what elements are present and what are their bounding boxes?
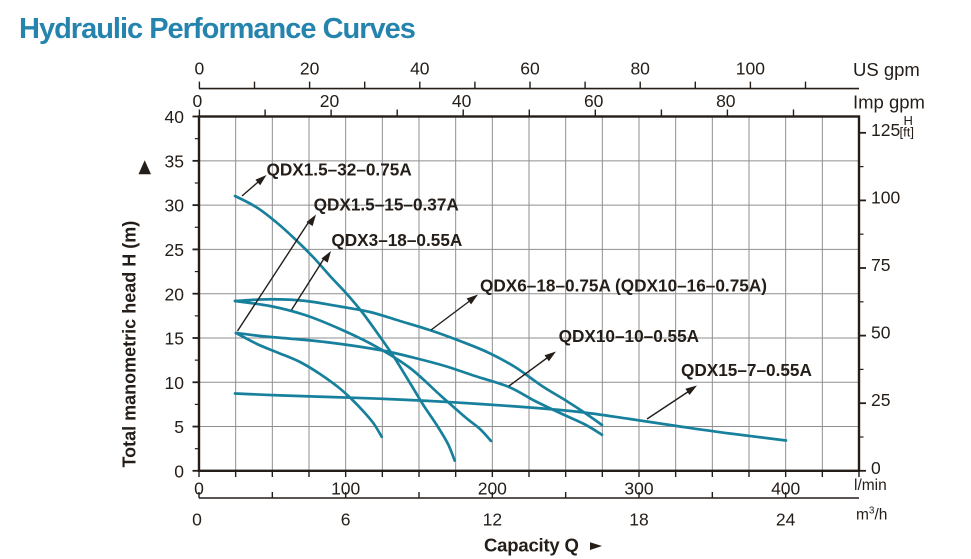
svg-text:40: 40 [410,59,430,79]
svg-text:Hydraulic Performance Curves: Hydraulic Performance Curves [19,13,415,45]
svg-text:m3/h: m3/h [856,506,887,524]
svg-text:300: 300 [624,478,653,498]
svg-text:200: 200 [478,478,507,498]
svg-text:35: 35 [165,151,184,171]
svg-text:10: 10 [165,373,185,393]
svg-text:Total manometric head H (m): Total manometric head H (m) [120,221,140,468]
svg-text:20: 20 [165,284,185,304]
svg-text:125: 125 [871,120,900,140]
svg-text:0: 0 [193,91,203,111]
svg-text:0: 0 [192,510,202,530]
svg-text:100: 100 [331,478,360,498]
svg-text:l/min: l/min [854,477,887,494]
svg-text:US gpm: US gpm [853,59,920,80]
svg-text:80: 80 [630,59,650,79]
svg-text:QDX1.5–15–0.37A: QDX1.5–15–0.37A [314,195,459,215]
svg-text:100: 100 [736,59,765,79]
svg-text:25: 25 [871,390,890,410]
svg-text:QDX1.5–32–0.75A: QDX1.5–32–0.75A [267,160,412,180]
svg-text:0: 0 [194,478,204,498]
svg-text:20: 20 [320,91,340,111]
svg-text:Capacity Q: Capacity Q [484,534,579,555]
svg-text:40: 40 [452,91,472,111]
svg-text:0: 0 [174,461,184,481]
svg-text:0: 0 [195,59,205,79]
svg-text:100: 100 [871,187,900,207]
svg-text:6: 6 [341,510,351,530]
svg-text:30: 30 [165,196,185,216]
svg-text:80: 80 [716,91,736,111]
svg-text:Imp gpm: Imp gpm [853,92,925,113]
svg-text:40: 40 [165,107,185,127]
svg-text:24: 24 [776,510,796,530]
svg-text:60: 60 [584,91,604,111]
svg-text:20: 20 [300,59,320,79]
svg-text:60: 60 [520,59,540,79]
svg-text:12: 12 [483,510,502,530]
svg-text:[ft]: [ft] [900,125,914,140]
svg-text:QDX6–18–0.75A (QDX10–16–0.75A): QDX6–18–0.75A (QDX10–16–0.75A) [480,275,767,295]
svg-text:25: 25 [165,240,184,260]
svg-text:QDX15–7–0.55A: QDX15–7–0.55A [681,360,812,380]
svg-text:50: 50 [871,323,891,343]
svg-text:QDX10–10–0.55A: QDX10–10–0.55A [559,326,699,346]
svg-text:18: 18 [629,510,648,530]
svg-text:QDX3–18–0.55A: QDX3–18–0.55A [331,230,462,250]
svg-text:15: 15 [165,329,184,349]
svg-text:400: 400 [771,478,800,498]
svg-text:H: H [904,113,913,128]
svg-text:75: 75 [871,255,890,275]
svg-text:5: 5 [174,417,184,437]
svg-text:0: 0 [871,458,881,478]
